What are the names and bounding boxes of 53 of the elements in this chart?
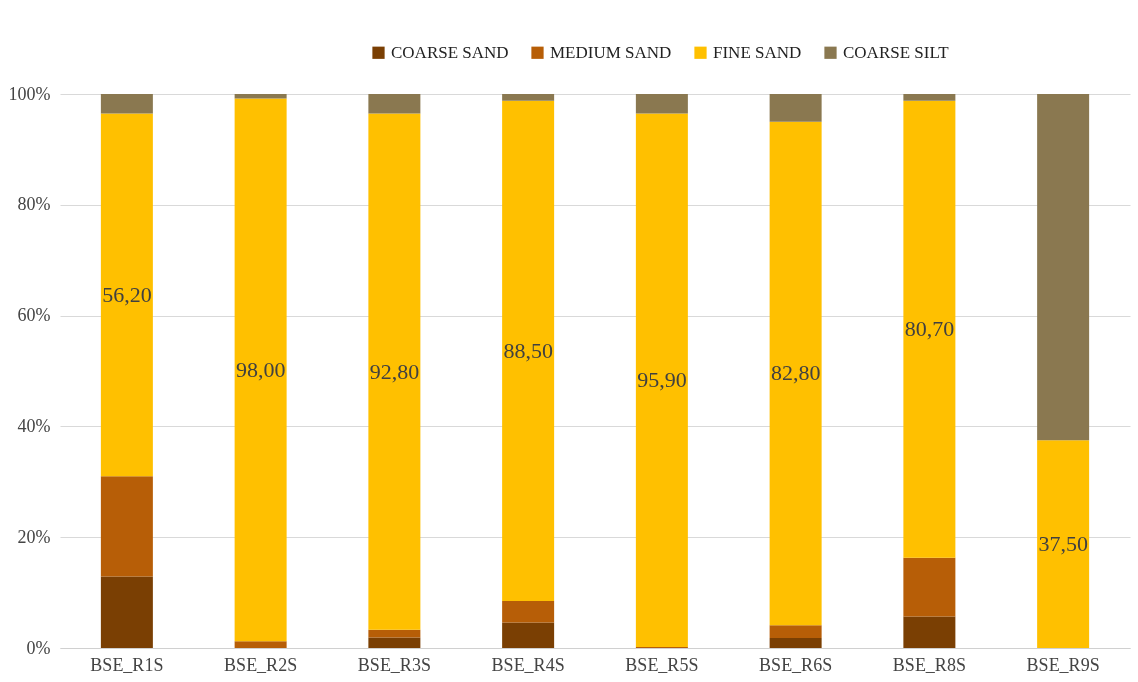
bar	[903, 557, 956, 617]
x-tick-label: BSE_R5S	[625, 654, 699, 675]
bar	[368, 94, 421, 114]
bar	[903, 94, 956, 101]
annotation: 56,20	[102, 281, 152, 307]
bar	[903, 100, 956, 558]
y-tick-label: 80%	[17, 194, 51, 215]
y-tick-label: 20%	[17, 526, 51, 547]
bar	[769, 638, 822, 648]
annotation: 95,90	[637, 367, 687, 393]
bar	[502, 100, 555, 601]
annotation: 88,50	[503, 337, 553, 363]
bar	[502, 622, 555, 648]
bar	[769, 94, 822, 122]
annotation: 80,70	[904, 316, 955, 342]
x-tick-label: BSE_R9S	[1026, 654, 1100, 675]
y-tick-label: 40%	[17, 415, 51, 436]
bar	[903, 616, 956, 648]
x-tick-label: BSE_R6S	[759, 654, 833, 675]
x-tick-label: BSE_R1S	[90, 654, 164, 675]
annotation: 98,00	[235, 356, 286, 382]
annotation: 37,50	[1038, 531, 1088, 557]
x-tick-label: BSE_R3S	[357, 654, 431, 675]
bar	[368, 113, 421, 630]
bar	[1037, 94, 1090, 441]
bar	[368, 629, 421, 638]
bar	[502, 94, 555, 101]
bar	[100, 94, 153, 114]
bar	[635, 113, 688, 647]
bar	[635, 94, 688, 114]
y-tick-label: 60%	[17, 305, 51, 326]
legend-label: FINE SAND	[713, 42, 802, 62]
bar	[234, 94, 287, 99]
bar	[234, 641, 287, 648]
x-tick-label: BSE_R4S	[491, 654, 565, 675]
bar	[100, 113, 153, 477]
bar	[234, 98, 287, 642]
legend-label: MEDIUM SAND	[550, 42, 672, 62]
legend-label: COARSE SILT	[843, 42, 950, 62]
bar	[769, 121, 822, 626]
bar	[769, 625, 822, 639]
annotation: 82,80	[770, 360, 821, 386]
bar	[502, 600, 555, 623]
bar	[100, 476, 153, 577]
x-tick-label: BSE_R8S	[892, 654, 966, 675]
bar	[1037, 440, 1090, 648]
y-tick-label: 0%	[26, 637, 51, 658]
x-tick-label: BSE_R2S	[224, 654, 298, 675]
bar	[368, 637, 421, 648]
bar	[100, 576, 153, 648]
annotation: 92,80	[369, 358, 420, 384]
y-tick-label: 100%	[8, 83, 51, 104]
legend-label: COARSE SAND	[391, 42, 509, 62]
